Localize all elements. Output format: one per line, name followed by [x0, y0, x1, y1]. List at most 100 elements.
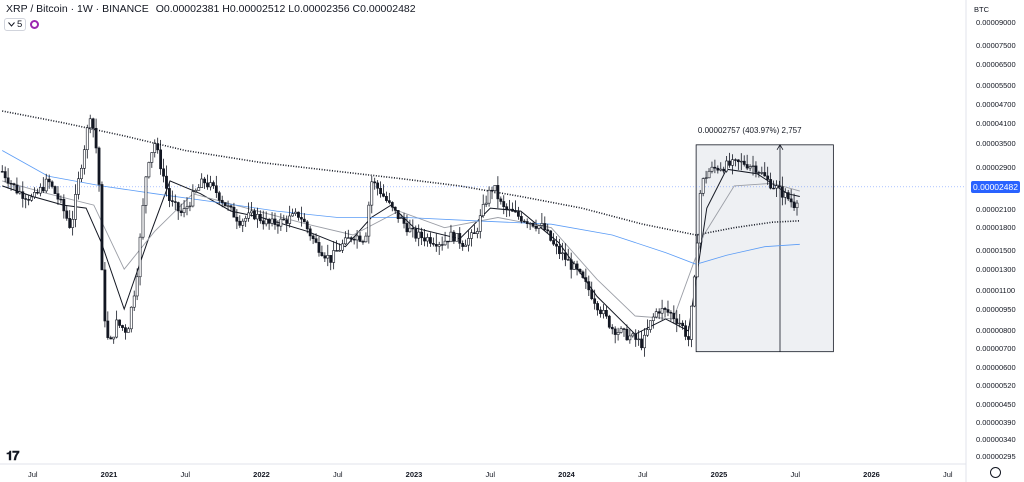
y-tick-label: 0.00001100	[976, 286, 1015, 295]
y-tick-label: 0.00004100	[976, 119, 1016, 128]
x-tick-label: Jul	[790, 470, 800, 479]
candle	[168, 182, 171, 208]
candle	[6, 168, 10, 189]
candle	[792, 193, 796, 211]
candle	[725, 156, 729, 173]
candle	[478, 209, 482, 239]
candle	[572, 260, 576, 270]
indicators-toggle[interactable]: 5	[4, 18, 27, 31]
candle	[308, 226, 312, 241]
candle	[678, 314, 682, 328]
indicators-row: 5	[4, 18, 40, 31]
candle	[616, 327, 620, 341]
candle	[637, 330, 641, 346]
candle	[613, 326, 617, 344]
candle	[21, 181, 25, 208]
candle	[596, 301, 599, 316]
candle	[502, 195, 506, 215]
candle	[657, 308, 661, 320]
candle	[299, 206, 303, 227]
candle	[543, 216, 547, 232]
candle	[751, 155, 755, 176]
candle	[379, 181, 382, 198]
candle	[59, 195, 63, 204]
candle	[302, 213, 306, 223]
candle	[352, 236, 356, 245]
candle	[12, 182, 16, 190]
close-value: 0.00002482	[360, 3, 416, 15]
candle	[599, 306, 602, 318]
candle	[317, 236, 321, 257]
candle	[558, 238, 561, 259]
candle	[279, 213, 283, 231]
candle	[464, 239, 468, 247]
candle	[62, 194, 66, 219]
candle	[30, 193, 33, 202]
candle	[581, 270, 585, 279]
candle	[675, 310, 679, 333]
tradingview-logo-icon[interactable]: 𝟏𝟕	[6, 448, 20, 463]
candle	[182, 199, 186, 218]
candle	[203, 176, 207, 189]
candle	[710, 161, 714, 174]
candle	[153, 139, 157, 158]
candle	[159, 139, 163, 175]
candle	[209, 175, 212, 191]
candle	[566, 248, 570, 261]
candle	[335, 240, 338, 252]
candle	[349, 236, 353, 243]
y-tick-label: 0.00006500	[976, 60, 1016, 69]
candle	[97, 146, 101, 192]
y-tick-label: 0.00000450	[976, 400, 1016, 409]
symbol-title[interactable]: XRP / Bitcoin · 1W · BINANCE	[6, 3, 149, 15]
candle	[754, 161, 758, 178]
candle	[493, 185, 497, 194]
candle	[27, 194, 31, 206]
candle	[270, 212, 274, 227]
candle	[36, 188, 39, 195]
candle	[162, 158, 165, 183]
candle	[364, 232, 368, 243]
candle	[446, 240, 450, 249]
candle	[121, 324, 124, 331]
candle	[537, 224, 541, 234]
candle	[519, 212, 523, 224]
candle	[247, 202, 250, 222]
candle	[361, 239, 365, 245]
candle	[65, 205, 69, 221]
candle	[294, 208, 297, 216]
candle	[188, 201, 192, 212]
candle	[282, 214, 286, 221]
candle	[440, 236, 444, 251]
high-value: 0.00002512	[229, 3, 286, 15]
candle	[437, 241, 441, 255]
candle	[578, 268, 582, 274]
gear-icon[interactable]	[990, 467, 1001, 478]
candle	[212, 180, 215, 189]
candle	[517, 206, 520, 220]
candle	[94, 118, 98, 154]
candle	[736, 159, 740, 170]
candle	[455, 233, 459, 242]
candle	[651, 313, 655, 329]
candle	[760, 166, 764, 175]
candle	[376, 180, 380, 196]
candle	[663, 306, 667, 318]
indicator-circle-icon[interactable]	[30, 20, 40, 29]
candle	[191, 184, 195, 208]
candle	[382, 184, 385, 198]
candle	[50, 180, 54, 189]
y-tick-label: 0.00003500	[976, 139, 1016, 148]
candle	[320, 245, 324, 257]
candle	[531, 222, 535, 228]
candle	[332, 241, 336, 270]
candle	[343, 231, 347, 246]
candle	[660, 299, 664, 320]
candle	[338, 243, 341, 252]
candle	[408, 219, 412, 233]
candle	[528, 222, 532, 230]
candle	[71, 210, 75, 236]
candle	[255, 207, 259, 228]
candle	[329, 255, 333, 271]
